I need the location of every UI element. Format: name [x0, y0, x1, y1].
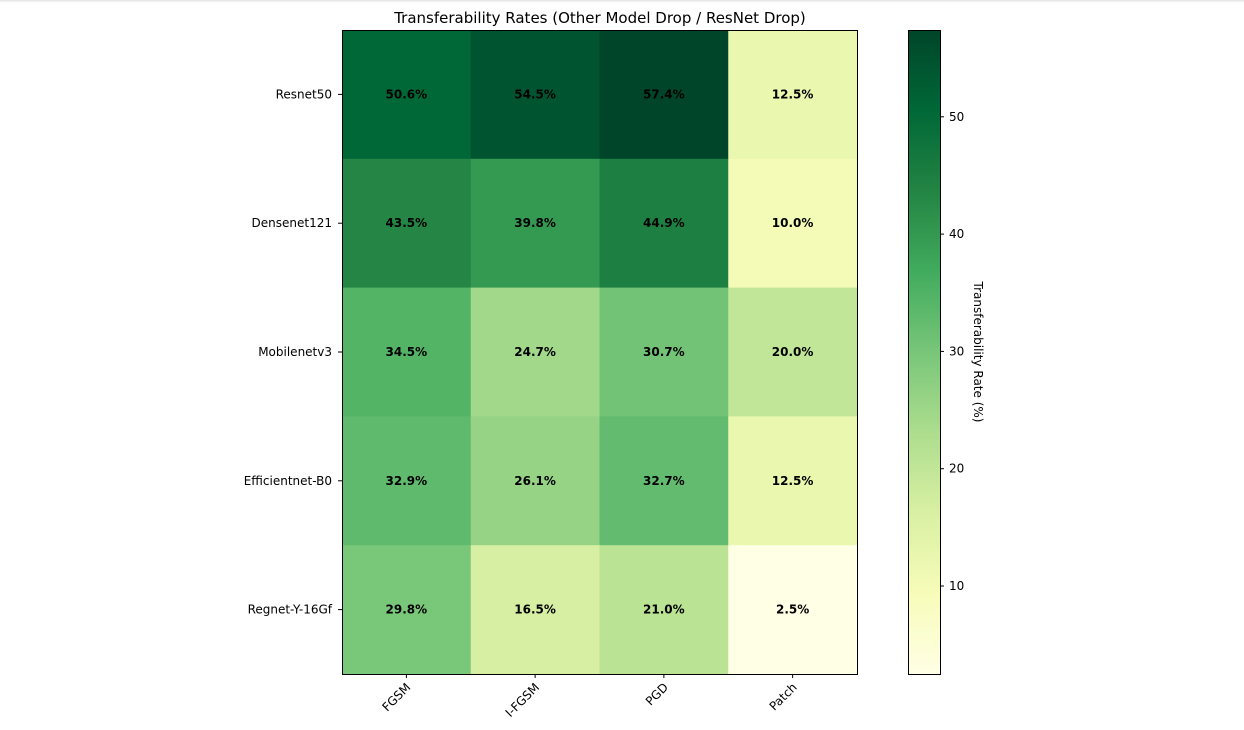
cell-value-label: 12.5%: [772, 474, 814, 488]
y-tick-label: Densenet121: [252, 216, 332, 230]
y-tick-label: Resnet50: [276, 87, 332, 101]
x-axis-ticks: FGSM I-FGSM PGD Patch: [379, 674, 800, 720]
heatmap-cell: [342, 287, 472, 417]
colorbar-tick-label: 50: [949, 110, 964, 124]
colorbar-tick-label: 30: [949, 344, 964, 358]
cell-value-label: 39.8%: [514, 216, 556, 230]
cell-value-label: 21.0%: [643, 603, 685, 617]
x-tick-label: FGSM: [379, 680, 413, 714]
colorbar-frame: [908, 30, 941, 675]
cell-value-label: 24.7%: [514, 345, 556, 359]
cell-value-label: 29.8%: [386, 603, 428, 617]
y-axis-ticks: Resnet50 Densenet121 Mobilenetv3 Efficientn…: [244, 87, 342, 617]
heatmap-cell: [342, 158, 472, 289]
colorbar: [908, 30, 940, 674]
cell-value-label: 44.9%: [643, 216, 685, 230]
y-tick-label: Mobilenetv3: [258, 345, 332, 359]
heatmap-cell: [470, 158, 600, 289]
cell-value-label: 10.0%: [772, 216, 814, 230]
cell-value-label: 50.6%: [386, 87, 428, 101]
colorbar-ticks: 10 20 30 40 50: [940, 110, 964, 593]
cell-value-label: 54.5%: [514, 87, 556, 101]
heatmap-cell: [599, 416, 729, 546]
heatmap-cell-labels: 50.6% 54.5% 57.4% 12.5% 43.5% 39.8% 44.9% 10.0%…: [386, 87, 814, 616]
cell-value-label: 34.5%: [386, 345, 428, 359]
cell-value-label: 20.0%: [772, 345, 814, 359]
colorbar-tick-label: 10: [949, 579, 964, 593]
plot-frame: [342, 30, 858, 675]
x-tick-label: I-FGSM: [503, 680, 543, 720]
cell-value-label: 32.7%: [643, 474, 685, 488]
cell-value-label: 16.5%: [514, 603, 556, 617]
heatmap-cell: [470, 416, 600, 546]
heatmap-cells: [342, 30, 858, 675]
heatmap-cell: [342, 30, 472, 160]
cell-value-label: 32.9%: [386, 474, 428, 488]
colorbar-label: Transferability Rate (%): [971, 281, 985, 423]
colorbar-tick-label: 40: [949, 227, 964, 241]
heatmap-cell: [342, 545, 472, 675]
heatmap-cell: [342, 416, 472, 546]
heatmap-cell: [728, 545, 858, 675]
chart-title: Transferability Rates (Other Model Drop …: [393, 9, 806, 27]
heatmap-cell: [728, 158, 858, 289]
cell-value-label: 43.5%: [386, 216, 428, 230]
cell-value-label: 57.4%: [643, 87, 685, 101]
heatmap-cell: [728, 30, 858, 160]
heatmap-cell: [599, 158, 729, 289]
heatmap-cell: [599, 30, 729, 160]
y-tick-label: Regnet-Y-16Gf: [248, 603, 333, 617]
cell-value-label: 26.1%: [514, 474, 556, 488]
cell-value-label: 30.7%: [643, 345, 685, 359]
heatmap-cell: [728, 287, 858, 417]
colorbar-tick-label: 20: [949, 462, 964, 476]
y-tick-label: Efficientnet-B0: [244, 474, 332, 488]
x-tick-label: PGD: [643, 680, 671, 708]
heatmap-cell: [599, 545, 729, 675]
top-border: [0, 0, 1244, 2]
heatmap-cell: [599, 287, 729, 417]
heatmap-cell: [470, 30, 600, 160]
heatmap-cell: [470, 545, 600, 675]
heatmap-cell: [728, 416, 858, 546]
cell-value-label: 12.5%: [772, 87, 814, 101]
heatmap-cell: [470, 287, 600, 417]
x-tick-label: Patch: [767, 680, 800, 713]
cell-value-label: 2.5%: [776, 603, 809, 617]
